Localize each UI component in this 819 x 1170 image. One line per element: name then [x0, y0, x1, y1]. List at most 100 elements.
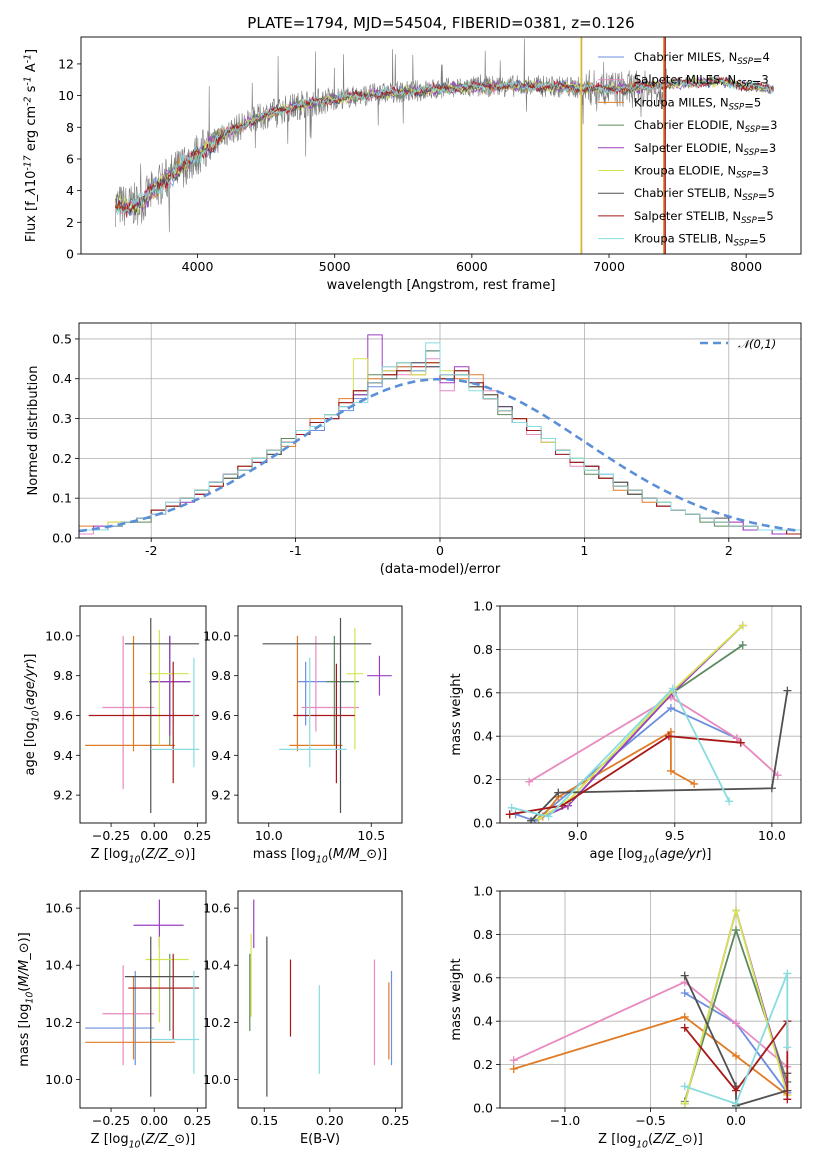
- x-tick-label: 10.0: [255, 828, 283, 843]
- label-part: -17: [22, 155, 33, 170]
- label-part: (: [648, 1132, 653, 1147]
- x-tick-label: 0.0: [726, 1113, 746, 1128]
- weight-series-line: [513, 981, 788, 1068]
- y-tick-label: 9.4: [211, 748, 231, 763]
- x-tick-label: 0.20: [316, 1113, 344, 1128]
- legend-nssp-value: 5: [768, 186, 775, 200]
- label-part: ]: [24, 49, 39, 54]
- weight-point-marker: [544, 812, 553, 821]
- y-tick-label: 0.0: [473, 1101, 493, 1116]
- label-part: 10: [129, 855, 141, 866]
- legend-nssp-prefix: , N: [720, 73, 736, 87]
- weight-point-marker: [680, 1012, 689, 1021]
- y-tick-label: 10.2: [45, 1015, 73, 1030]
- weight-point-marker: [783, 686, 792, 695]
- weight-point-marker: [732, 1086, 741, 1095]
- y-tick-label: 6: [66, 151, 74, 166]
- y-tick-label: 9.2: [53, 788, 73, 803]
- label-part: )]: [185, 847, 195, 862]
- label-part: 𝒩(0,1): [738, 337, 776, 351]
- x-tick-label: 10.5: [357, 828, 385, 843]
- legend-name: Kroupa ELODIE: [634, 164, 720, 178]
- legend-name: Chabrier ELODIE: [634, 118, 729, 132]
- weight-point-marker: [534, 814, 543, 823]
- legend-eq: =: [757, 212, 767, 226]
- label-part: )]: [377, 847, 387, 862]
- y-tick-label: 2: [66, 215, 74, 230]
- x-tick-label: 9.5: [665, 828, 685, 843]
- legend-eq: =: [744, 98, 754, 112]
- legend-nssp-prefix: , N: [718, 232, 734, 246]
- plot-weight-vs-age: 9.0 9.5 10.0 0.0 0.2 0.4 0.6 0.8 1.0 age [log10(a…: [449, 599, 802, 866]
- axes-frame: [80, 36, 802, 255]
- label-part: Z/Z_⊙: [145, 1132, 186, 1147]
- label-part: _λ: [24, 187, 39, 202]
- legend-name: Chabrier STELIB: [634, 186, 726, 200]
- legend-nssp-prefix: , N: [728, 141, 744, 155]
- y-tick-label: 10.0: [203, 1072, 231, 1087]
- legend-name: Kroupa STELIB: [634, 232, 718, 246]
- legend-nssp-prefix: , N: [726, 186, 742, 200]
- label-part: 10: [25, 992, 36, 1004]
- legend-label: Chabrier ELODIE, NSSP=3: [634, 118, 777, 135]
- y-tick-label: 10.6: [203, 901, 231, 916]
- weight-series-line: [538, 624, 744, 820]
- legend-eq: =: [752, 167, 762, 181]
- label-part: (: [328, 847, 333, 862]
- label-part: Z [log: [91, 1132, 129, 1147]
- legend-label: Kroupa ELODIE, NSSP=3: [634, 164, 769, 181]
- legend-name: Chabrier MILES: [634, 50, 721, 64]
- x-tick-label: −0.25: [92, 1113, 130, 1128]
- x-tick-label: -2: [145, 543, 157, 558]
- label-part: )]: [701, 847, 711, 862]
- legend-label: Chabrier STELIB, NSSP=5: [634, 186, 775, 203]
- axes-frame: [237, 890, 403, 1109]
- label-part: (: [141, 847, 146, 862]
- x-tick-label: −1.0: [550, 1113, 580, 1128]
- label-part: Z [log: [598, 1132, 636, 1147]
- plot-area: [85, 617, 200, 814]
- weight-point-marker: [773, 771, 782, 780]
- axes-frame: [237, 605, 403, 824]
- x-tick-label: 0.25: [183, 1113, 211, 1128]
- weight-point-marker: [525, 777, 534, 786]
- chart-title: PLATE=1794, MJD=54504, FIBERID=0381, z=0…: [247, 14, 634, 32]
- weight-series-line: [509, 735, 741, 816]
- y-tick-label: 12: [58, 56, 74, 71]
- weight-point-marker: [732, 906, 741, 915]
- label-part: 10: [643, 855, 655, 866]
- legend-name: Salpeter ELODIE: [634, 141, 728, 155]
- x-tick-label: 2: [725, 543, 733, 558]
- label-part: A: [24, 63, 39, 76]
- x-axis-label: wavelength [Angstrom, rest frame]: [327, 278, 556, 293]
- y-tick-label: 9.2: [211, 788, 231, 803]
- plot-weight-vs-Z: −1.0 −0.5 0.0 0.0 0.2 0.4 0.6 0.8 1.0 Z [log10(Z/…: [449, 884, 802, 1151]
- y-tick-label: 10.6: [45, 901, 73, 916]
- weight-series-line: [511, 686, 730, 818]
- weight-point-marker: [505, 810, 514, 819]
- legend-nssp-sub: SSP: [737, 57, 753, 67]
- y-axis-label: mass weight: [449, 673, 464, 755]
- legend-nssp-sub: SSP: [744, 148, 760, 158]
- legend-nssp-prefix: , N: [729, 118, 745, 132]
- legend-nssp-value: 4: [763, 50, 770, 64]
- x-tick-label: 0.00: [140, 828, 168, 843]
- weight-point-marker: [664, 732, 673, 741]
- legend-nssp-sub: SSP: [745, 125, 761, 135]
- label-part: mass [log: [17, 1004, 32, 1067]
- weight-series-line: [684, 1018, 789, 1100]
- plot-area: [85, 899, 200, 1097]
- y-axis-label: mass [log10(M/M_⊙)]: [17, 932, 36, 1067]
- legend-nssp-value: 5: [754, 95, 761, 109]
- y-tick-label: 9.6: [53, 708, 73, 723]
- label-part: erg cm: [24, 106, 39, 155]
- weight-point-marker: [783, 969, 792, 978]
- y-tick-label: 10.0: [203, 628, 231, 643]
- label-part: -1: [22, 54, 33, 63]
- legend-eq: =: [752, 76, 762, 90]
- label-part: E(B-V): [300, 1132, 340, 1147]
- legend-nssp-value: 3: [770, 118, 777, 132]
- label-part: Z/Z_⊙: [652, 1132, 693, 1147]
